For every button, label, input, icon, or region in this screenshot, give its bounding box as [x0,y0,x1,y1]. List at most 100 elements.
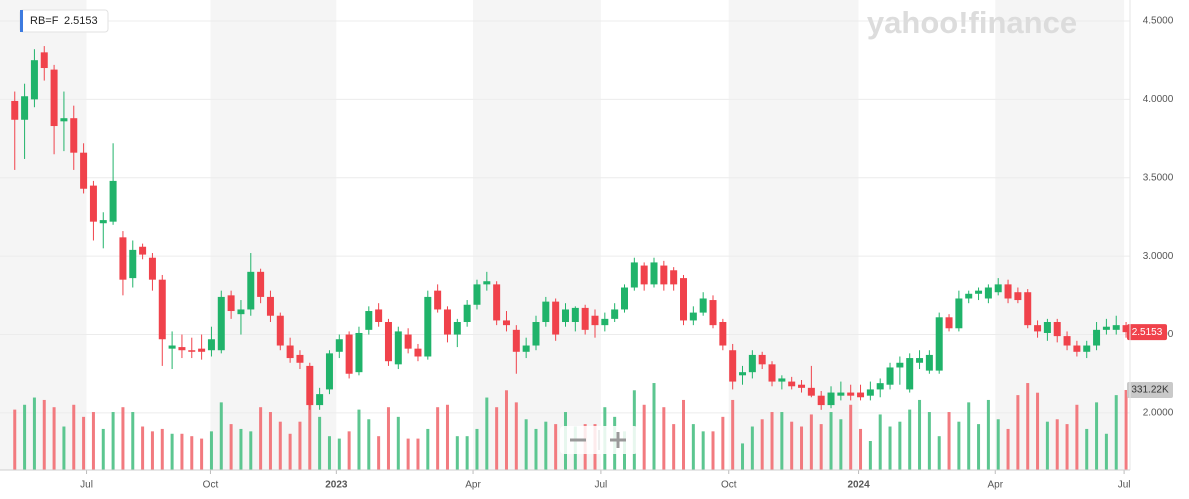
volume-bar [524,419,528,470]
candle-body [217,296,225,351]
candle-body [453,322,461,335]
quote-badge: RB=F 2.5153 [19,9,109,33]
candle-body [178,347,186,351]
candle-body [945,317,953,329]
candle-body [50,69,58,127]
volume-bar [711,431,715,470]
volume-bar [357,409,361,470]
price: 2.5153 [64,15,98,27]
candle-body [1112,325,1120,330]
candle-body [611,309,619,319]
candle-body [286,345,294,359]
volume-bar [996,419,1000,470]
candle-body [237,309,245,315]
period-band [210,0,337,470]
volume-bar [1114,395,1118,470]
volume-bar [42,399,46,470]
volume-bar [554,424,558,470]
candle-body [788,381,796,387]
volume-bar [780,412,784,470]
candle-body [89,185,97,222]
candle-body [640,265,648,285]
volume-bar [1085,428,1089,470]
volume-bar [318,416,322,470]
volume-bar [898,421,902,470]
volume-bar [819,424,823,470]
watermark: yahoo!finance [867,5,1077,40]
candle-body [168,345,176,349]
candle-body [807,387,815,396]
volume-bar [121,407,125,470]
candle-body [552,301,560,335]
volume-bar [504,390,508,470]
candle-body [571,307,579,323]
candle-body [680,278,688,321]
volume-bar [298,421,302,470]
candle-body [886,367,894,385]
candle-body [1122,325,1130,333]
candle-body [227,295,235,312]
volume-bar [445,404,449,470]
volume-bar [239,428,243,470]
candle-body [896,362,904,368]
candle-body [758,354,766,365]
volume-bar [268,412,272,470]
zoom-control[interactable] [560,426,638,454]
volume-bar [1026,383,1030,470]
candle-body [434,290,442,310]
volume-bar [249,431,253,470]
volume-bar [160,428,164,470]
candle-body [365,311,373,330]
candle-body [60,118,68,122]
volume-bar [396,416,400,470]
candle-body [306,365,314,406]
volume-bar [180,433,184,470]
volume-bar [1045,421,1049,470]
volume-bar [1124,389,1128,470]
candle-body [876,383,884,390]
last-price-label: 2.5153 [1132,327,1163,338]
volume-bar [367,419,371,470]
volume-bar [701,431,705,470]
volume-bar [1016,395,1020,470]
candle-body [266,296,274,316]
x-tick-label: Apr [465,480,481,491]
volume-bar [947,412,951,470]
x-tick-label: Oct [721,480,737,491]
candle-body [660,265,668,285]
volume-bar [1036,392,1040,470]
volume-bar [741,443,745,470]
candle-body [975,290,983,294]
volume-bar [485,397,489,470]
period-band [728,0,859,470]
volume-bar [721,416,725,470]
volume-bar [278,421,282,470]
volume-bar [337,438,341,470]
candle-body [109,180,117,222]
volume-bar [957,421,961,470]
volume-bar [455,436,459,470]
candle-body [581,307,589,330]
candle-body [817,395,825,406]
candle-body [670,270,678,285]
volume-bar [475,428,479,470]
candle-body [119,237,127,280]
volume-bar [672,424,676,470]
volume-bar [200,438,204,470]
volume-bar [642,404,646,470]
candle-body [296,354,304,363]
volume-bar [308,402,312,470]
volume-bar [141,426,145,470]
candle-body [699,298,707,313]
candle-body [965,293,973,299]
volume-bar [1104,433,1108,470]
volume-bar [790,421,794,470]
y-tick-label: 4.5000 [1143,16,1174,27]
candle-body [40,52,48,69]
volume-bar [23,404,27,470]
volume-bar [259,407,263,470]
candle-body [139,246,147,255]
volume-bar [809,414,813,470]
candle-body [601,318,609,326]
y-tick-label: 4.0000 [1143,94,1174,105]
